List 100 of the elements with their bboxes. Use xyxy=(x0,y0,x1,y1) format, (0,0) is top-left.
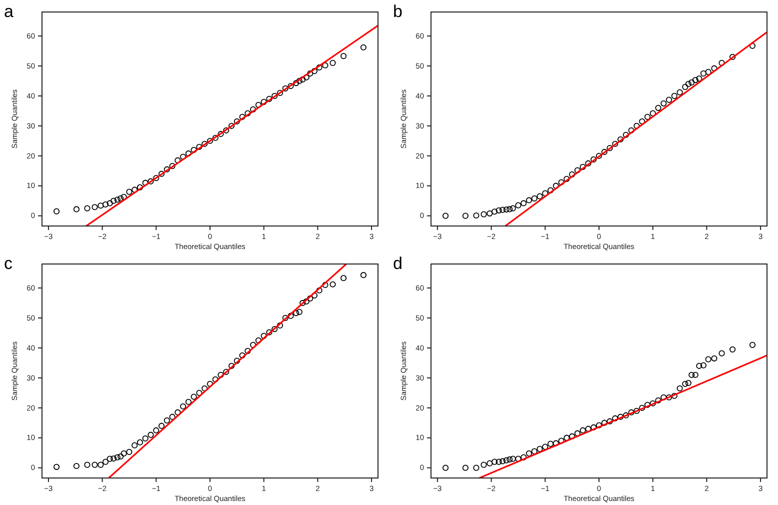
point xyxy=(510,205,516,212)
point xyxy=(330,60,336,66)
point xyxy=(84,205,90,212)
point xyxy=(311,68,318,74)
point xyxy=(612,140,618,147)
point xyxy=(696,75,702,82)
point xyxy=(574,430,581,436)
chart-title: c xyxy=(4,254,13,273)
point xyxy=(102,458,109,465)
point xyxy=(218,372,224,378)
point xyxy=(682,84,688,90)
point xyxy=(307,295,314,302)
point xyxy=(303,298,310,305)
point xyxy=(239,114,246,120)
point xyxy=(132,186,138,193)
point xyxy=(569,171,576,178)
point xyxy=(480,211,487,218)
point xyxy=(190,146,197,153)
point xyxy=(749,42,756,49)
point xyxy=(688,372,695,378)
point xyxy=(255,337,262,344)
point xyxy=(628,409,634,416)
point xyxy=(73,206,80,212)
point xyxy=(276,322,284,328)
point xyxy=(169,163,176,170)
point xyxy=(692,76,698,84)
point xyxy=(650,110,656,116)
point xyxy=(500,458,506,464)
point xyxy=(639,118,646,124)
point xyxy=(682,380,688,387)
point xyxy=(622,412,629,418)
point xyxy=(164,417,170,424)
point xyxy=(688,79,695,86)
point xyxy=(491,208,498,215)
point xyxy=(142,435,148,442)
point xyxy=(196,144,202,150)
point xyxy=(98,462,104,468)
point xyxy=(644,402,651,408)
point xyxy=(585,426,592,432)
point xyxy=(322,62,328,68)
point xyxy=(202,140,208,147)
chart-title: d xyxy=(393,254,402,273)
point xyxy=(340,275,347,282)
point xyxy=(685,80,692,87)
point xyxy=(244,110,251,116)
point xyxy=(282,85,288,92)
point xyxy=(250,106,256,112)
point xyxy=(120,450,127,456)
point xyxy=(110,198,117,204)
point xyxy=(126,188,132,195)
point xyxy=(749,342,756,348)
point xyxy=(114,454,120,460)
point xyxy=(106,200,113,206)
point xyxy=(316,287,322,294)
point xyxy=(92,204,98,210)
point xyxy=(596,152,602,159)
point xyxy=(612,415,618,422)
point xyxy=(118,195,124,202)
point xyxy=(496,458,502,465)
point xyxy=(340,53,347,60)
point xyxy=(564,176,570,182)
point xyxy=(288,82,294,90)
point xyxy=(564,434,570,441)
point xyxy=(360,272,367,278)
point xyxy=(218,130,224,138)
point xyxy=(705,356,712,362)
point xyxy=(666,394,672,400)
point xyxy=(462,212,469,219)
point xyxy=(617,414,624,420)
point xyxy=(515,202,522,208)
point xyxy=(272,326,278,332)
point xyxy=(120,194,127,200)
point xyxy=(590,156,597,163)
point xyxy=(655,104,662,111)
point xyxy=(212,134,218,141)
point xyxy=(223,127,230,134)
point xyxy=(158,170,165,177)
point xyxy=(711,355,718,362)
point xyxy=(542,190,548,196)
point xyxy=(480,462,487,468)
point xyxy=(580,164,586,170)
point xyxy=(606,145,613,152)
point xyxy=(601,420,608,426)
point xyxy=(316,64,322,70)
point xyxy=(644,114,651,120)
point xyxy=(552,440,559,446)
point xyxy=(288,312,294,319)
point xyxy=(500,206,506,213)
point xyxy=(666,96,672,103)
point xyxy=(585,160,592,166)
point xyxy=(473,212,480,219)
point xyxy=(503,206,510,213)
point xyxy=(705,68,712,75)
point xyxy=(526,450,532,456)
point xyxy=(473,464,480,471)
point xyxy=(153,427,160,434)
point xyxy=(296,78,302,84)
point xyxy=(174,409,181,416)
point xyxy=(322,282,328,288)
point xyxy=(272,92,278,99)
